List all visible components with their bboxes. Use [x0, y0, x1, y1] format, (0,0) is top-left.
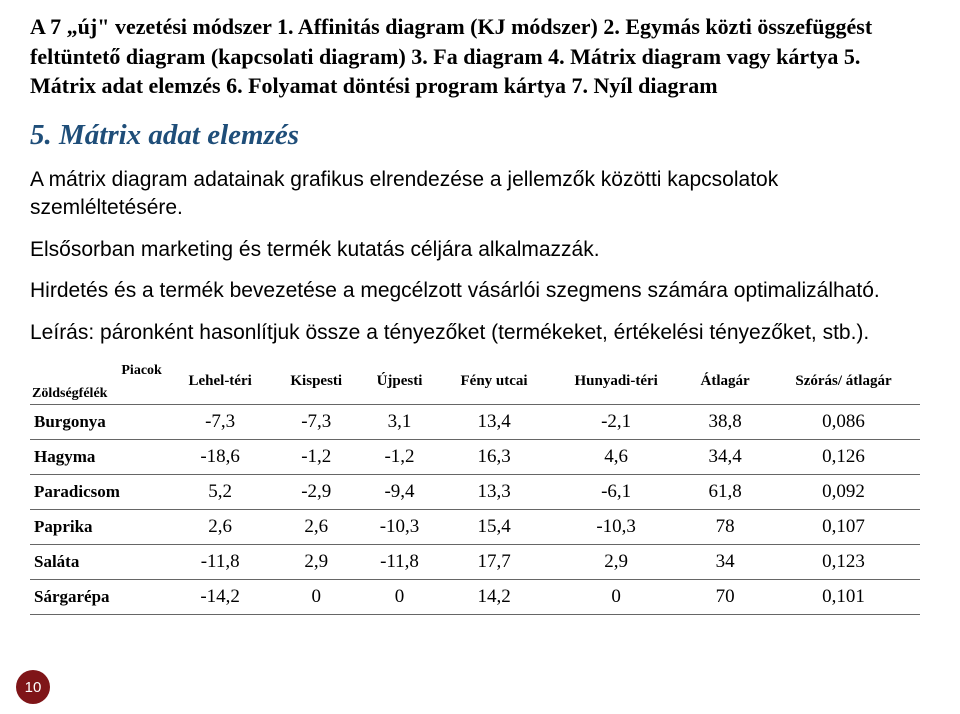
cell: 17,7: [439, 545, 549, 580]
cell: -14,2: [168, 580, 273, 615]
cell: -7,3: [168, 405, 273, 440]
cell: -2,1: [549, 405, 683, 440]
cell: 2,6: [168, 510, 273, 545]
cell: 34,4: [683, 440, 767, 475]
cell: 0,123: [767, 545, 920, 580]
cell: -2,9: [272, 475, 360, 510]
cell: 0,101: [767, 580, 920, 615]
col-header: Szórás/ átlagár: [767, 361, 920, 405]
cell: 2,6: [272, 510, 360, 545]
cell: 13,3: [439, 475, 549, 510]
cell: 70: [683, 580, 767, 615]
data-table: Piacok Zöldségfélék Lehel-téri Kispesti …: [30, 361, 920, 616]
cell: -6,1: [549, 475, 683, 510]
row-label: Sárgarépa: [30, 580, 168, 615]
cell: -9,4: [360, 475, 439, 510]
cell: -1,2: [272, 440, 360, 475]
cell: -11,8: [168, 545, 273, 580]
row-label: Hagyma: [30, 440, 168, 475]
col-header: Újpesti: [360, 361, 439, 405]
paragraph-2: Elsősorban marketing és termék kutatás c…: [30, 236, 920, 264]
table-row: Saláta -11,8 2,9 -11,8 17,7 2,9 34 0,123: [30, 545, 920, 580]
cell: 0: [549, 580, 683, 615]
row-label: Paprika: [30, 510, 168, 545]
intro-paragraph: A 7 „új" vezetési módszer 1. Affinitás d…: [30, 12, 920, 101]
cell: 0: [360, 580, 439, 615]
cell: 3,1: [360, 405, 439, 440]
table-row: Paprika 2,6 2,6 -10,3 15,4 -10,3 78 0,10…: [30, 510, 920, 545]
cell: 2,9: [549, 545, 683, 580]
table-row: Paradicsom 5,2 -2,9 -9,4 13,3 -6,1 61,8 …: [30, 475, 920, 510]
col-header: Lehel-téri: [168, 361, 273, 405]
cell: 4,6: [549, 440, 683, 475]
paragraph-3: Hirdetés és a termék bevezetése a megcél…: [30, 277, 920, 305]
row-label: Paradicsom: [30, 475, 168, 510]
cell: -10,3: [549, 510, 683, 545]
cell: 0,092: [767, 475, 920, 510]
table-header-row: Piacok Zöldségfélék Lehel-téri Kispesti …: [30, 361, 920, 405]
col-header: Kispesti: [272, 361, 360, 405]
cell: 2,9: [272, 545, 360, 580]
cell: 0,086: [767, 405, 920, 440]
page-number-badge: 10: [16, 670, 50, 704]
corner-bottom-label: Zöldségfélék: [32, 386, 107, 402]
cell: 13,4: [439, 405, 549, 440]
col-header: Átlagár: [683, 361, 767, 405]
corner-header: Piacok Zöldségfélék: [30, 361, 168, 405]
cell: 0,107: [767, 510, 920, 545]
col-header: Hunyadi-téri: [549, 361, 683, 405]
cell: -18,6: [168, 440, 273, 475]
cell: -7,3: [272, 405, 360, 440]
row-label: Saláta: [30, 545, 168, 580]
table-body: Burgonya -7,3 -7,3 3,1 13,4 -2,1 38,8 0,…: [30, 405, 920, 615]
cell: 16,3: [439, 440, 549, 475]
cell: 14,2: [439, 580, 549, 615]
col-header: Fény utcai: [439, 361, 549, 405]
cell: 5,2: [168, 475, 273, 510]
row-label: Burgonya: [30, 405, 168, 440]
cell: -10,3: [360, 510, 439, 545]
cell: -11,8: [360, 545, 439, 580]
cell: 0: [272, 580, 360, 615]
section-heading: 5. Mátrix adat elemzés: [30, 119, 920, 152]
paragraph-1: A mátrix diagram adatainak grafikus elre…: [30, 166, 920, 221]
table-row: Hagyma -18,6 -1,2 -1,2 16,3 4,6 34,4 0,1…: [30, 440, 920, 475]
paragraph-4: Leírás: páronként hasonlítjuk össze a té…: [30, 319, 920, 347]
cell: 78: [683, 510, 767, 545]
cell: 61,8: [683, 475, 767, 510]
corner-top-label: Piacok: [121, 363, 161, 379]
table-row: Sárgarépa -14,2 0 0 14,2 0 70 0,101: [30, 580, 920, 615]
cell: 38,8: [683, 405, 767, 440]
cell: 34: [683, 545, 767, 580]
cell: -1,2: [360, 440, 439, 475]
cell: 0,126: [767, 440, 920, 475]
table-row: Burgonya -7,3 -7,3 3,1 13,4 -2,1 38,8 0,…: [30, 405, 920, 440]
cell: 15,4: [439, 510, 549, 545]
